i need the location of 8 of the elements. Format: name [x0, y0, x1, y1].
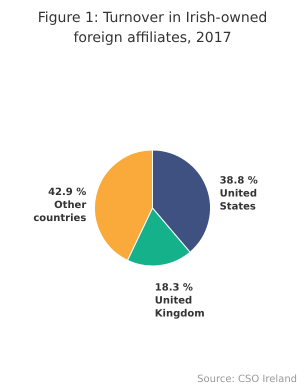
slice-label: United States [220, 188, 257, 212]
slice-label: Other countries [33, 200, 86, 224]
data-label: 38.8 % [220, 175, 258, 186]
source-note: Source: CSO Ireland [197, 374, 297, 385]
slice-label: United Kingdom [154, 295, 205, 320]
data-label: 42.9 % [48, 187, 86, 198]
data-label: 18.3 % [154, 282, 193, 294]
chart-title: Figure 1: Turnover in Irish-owned foreign affiliates, 2017 [36, 9, 268, 48]
